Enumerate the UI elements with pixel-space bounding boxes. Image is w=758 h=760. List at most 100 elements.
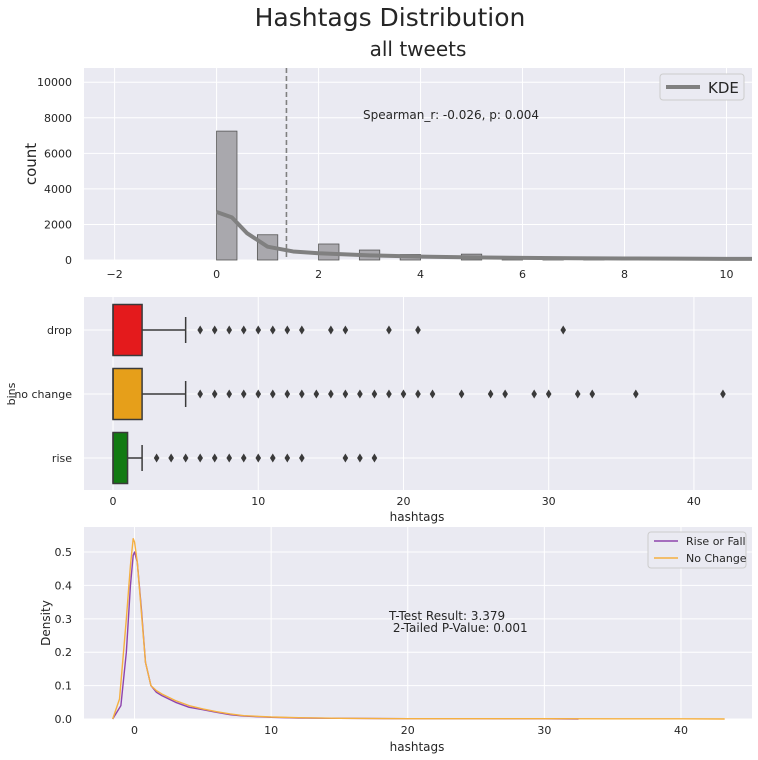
outlier-point [211,389,218,399]
outlier-point [531,389,537,399]
x-tick-label: 30 [537,724,551,737]
density-line [112,537,725,720]
outlier-point [545,389,552,399]
outlier-point [284,389,291,399]
x-tick-label: 40 [674,724,688,737]
outlier-point [255,453,262,463]
x-tick-label: 40 [687,495,701,508]
y-tick-label: 0.4 [55,579,73,592]
outlier-point [357,389,363,399]
y-tick-label: 8000 [44,112,72,125]
outlier-point [240,453,247,463]
outlier-point [226,453,233,463]
outlier-point [415,389,421,399]
outlier-point [574,389,581,399]
y-tick-label: 10000 [37,76,72,89]
legend: Rise or Fall No Change [647,531,747,569]
density-panel: 0 10 20 30 40 0.0 0.1 0.2 0.3 0.4 0.5 T-Test Result… [39,527,752,754]
outlier-point [153,453,160,463]
x-tick-label: 0 [110,495,117,508]
x-tick-label: −2 [106,268,122,281]
x-tick-label: 6 [519,268,526,281]
x-tick-label: 10 [720,268,734,281]
outlier-point [269,325,276,335]
outlier-point [313,389,320,399]
outlier-point [299,453,305,463]
outlier-point [371,453,378,463]
outlier-point [240,325,247,335]
outlier-point [299,389,305,399]
figure-suptitle: Hashtags Distribution [255,3,526,32]
outlier-point [269,389,276,399]
outlier-point [357,453,363,463]
legend-label: Rise or Fall [686,535,746,548]
y-tick-label: 0.0 [55,713,73,726]
annotation: Spearman_r: -0.026, p: 0.004 [363,108,539,122]
box-group: no change [14,367,752,421]
y-tick-label: 0.2 [55,646,73,659]
outlier-point [371,389,378,399]
outlier-point [342,453,349,463]
x-axis-label: hashtags [390,740,445,754]
annotation-line: T-Test Result: 3.379 [388,609,505,623]
x-tick-label: 20 [401,724,415,737]
x-tick-label: 10 [264,724,278,737]
legend-label: KDE [708,79,739,97]
chart-title: all tweets [370,37,467,61]
outlier-point [168,453,174,463]
outlier-point [284,325,291,335]
outlier-point [415,325,421,335]
y-tick-label: 0.3 [55,613,73,626]
outlier-point [211,453,218,463]
outlier-point [284,453,291,463]
outlier-point [560,325,567,335]
x-tick-label: 8 [621,268,628,281]
y-tick-label: 0.1 [55,680,73,693]
legend-box [659,73,745,101]
x-tick-label: 0 [131,724,138,737]
outlier-point [386,325,392,335]
outlier-point [458,389,465,399]
boxplot-panel: 0 10 20 30 40 drop no change rise hashtags bins [5,297,752,524]
x-tick-label: 4 [417,268,424,281]
legend-label: No Change [686,552,747,565]
outlier-point [226,325,233,335]
outlier-point [502,389,508,399]
y-axis-label: Density [39,600,53,646]
outlier-point [211,325,218,335]
outlier-point [240,389,247,399]
outlier-point [342,389,349,399]
histogram-panel: −2 0 2 4 6 8 10 0 2000 4000 6000 8000 10000 all tweet… [22,37,753,281]
y-tick-label: 2000 [44,218,72,231]
y-tick-label: 0 [65,254,72,267]
outlier-point [342,325,349,335]
outlier-point [429,389,436,399]
outlier-point [589,389,596,399]
annotation-line: 2-Tailed P-Value: 0.001 [389,621,528,635]
category-label: drop [47,324,72,337]
outlier-point [226,389,233,399]
outlier-point [197,325,203,335]
y-tick-label: 6000 [44,147,72,160]
outlier-point [400,389,407,399]
legend: KDE [659,73,745,101]
outlier-point [255,389,262,399]
x-tick-label: 30 [542,495,556,508]
outlier-point [487,389,494,399]
y-tick-label: 4000 [44,183,72,196]
plot-area [84,68,752,260]
y-axis-label: bins [5,382,18,405]
box [112,303,143,357]
box-group: rise [52,431,752,485]
annotation: T-Test Result: 3.379 2-Tailed P-Value: 0… [388,609,528,635]
outlier-point [197,389,203,399]
kde-line [215,210,753,261]
x-axis-label: hashtags [390,510,445,524]
category-label: rise [52,452,72,465]
outlier-point [720,389,726,399]
outlier-point [197,453,203,463]
outlier-point [328,389,334,399]
y-axis-label: count [22,143,40,185]
outlier-point [182,453,189,463]
